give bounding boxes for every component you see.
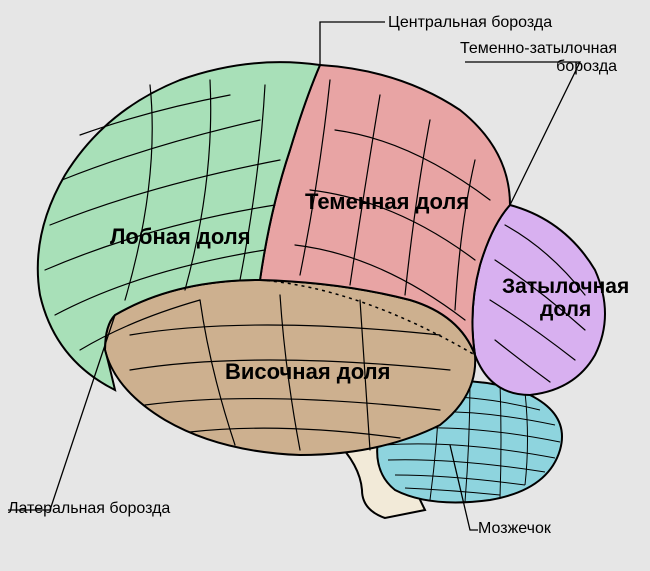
brain-diagram: Лобная доля Теменная доля Височная доля … bbox=[0, 0, 650, 571]
brain-svg bbox=[0, 0, 650, 571]
central-sulcus-line bbox=[320, 22, 385, 65]
